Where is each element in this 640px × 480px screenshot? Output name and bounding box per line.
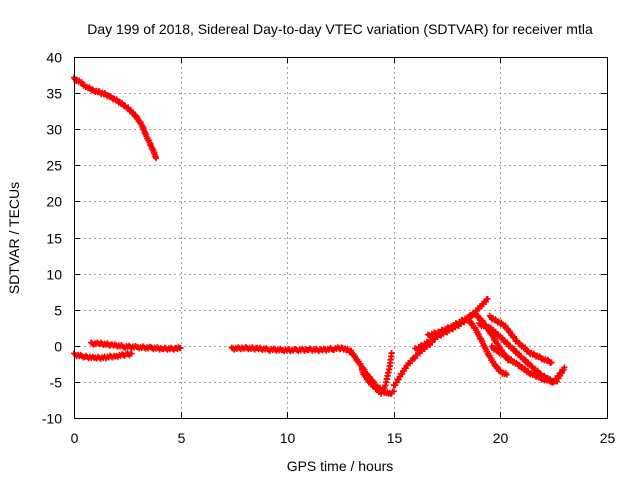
y-tick-label: 35 [46,86,62,102]
x-axis-title: GPS time / hours [287,458,394,474]
series-track-5 [358,350,395,397]
y-tick-label: 10 [46,267,62,283]
data-point [128,350,135,357]
series-track-6 [390,339,436,389]
data-point [153,155,160,162]
series-track-4 [228,343,397,397]
data-point [411,355,418,362]
y-axis-title: SDTVAR / TECUs [6,182,22,294]
data-point [503,371,510,378]
series-track-9 [465,315,510,378]
x-tick-label: 20 [493,430,509,446]
series-track-12 [488,343,568,386]
data-point [561,364,568,371]
data-point [390,388,397,395]
data-point [484,295,491,302]
y-tick-label: 25 [46,158,62,174]
series-track-11 [486,312,555,366]
x-tick-label: 0 [71,430,79,446]
y-tick-label: 20 [46,194,62,210]
chart-title: Day 199 of 2018, Sidereal Day-to-day VTE… [87,21,593,37]
x-tick-label: 15 [387,430,403,446]
series-track-1 [71,74,160,162]
y-tick-label: 5 [54,303,62,319]
axis-ticks: 0 5 10 15 20 25 -10 -5 0 5 10 15 20 25 30 35 40 [42,50,616,447]
series-track-3 [88,339,184,353]
x-tick-label: 10 [280,430,296,446]
data-point [548,359,555,366]
y-tick-label: -10 [42,411,62,427]
data-point [388,350,395,357]
y-tick-label: 30 [46,122,62,138]
y-tick-label: -5 [50,375,63,391]
y-tick-label: 0 [54,339,62,355]
y-tick-label: 15 [46,231,62,247]
series-track-2 [71,350,135,362]
data-point [177,344,184,351]
x-tick-label: 25 [600,430,616,446]
data-series [71,74,568,397]
y-tick-label: 40 [46,50,62,66]
x-tick-label: 5 [178,430,186,446]
